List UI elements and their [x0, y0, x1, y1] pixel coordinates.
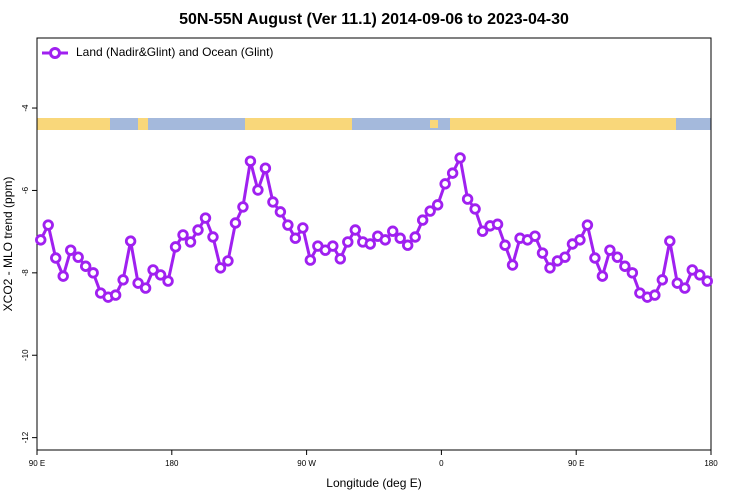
data-point [229, 217, 242, 229]
data-point [529, 230, 541, 242]
data-point [574, 234, 586, 246]
y-tick-label: -10 [21, 349, 30, 361]
data-point [214, 262, 227, 274]
data-point [409, 231, 421, 243]
data-point [671, 277, 684, 289]
data-point [139, 282, 152, 294]
legend-label: Land (Nadir&Glint) and Ocean (Glint) [76, 45, 273, 59]
data-point [304, 254, 317, 266]
data-point [57, 270, 69, 282]
data-point [589, 252, 601, 264]
y-tick-label: -6 [21, 186, 30, 194]
legend-marker [49, 47, 61, 59]
data-point [244, 155, 257, 167]
data-point [327, 240, 339, 252]
x-tick-label: 90 E [568, 459, 584, 468]
data-point [619, 260, 631, 272]
data-point [124, 235, 137, 247]
data-point [694, 269, 706, 281]
data-point [424, 205, 436, 217]
data-point [117, 274, 129, 286]
data-point [536, 247, 549, 259]
data-point [499, 239, 511, 251]
x-tick-label: 180 [165, 459, 179, 468]
data-point [132, 277, 144, 289]
data-point [199, 212, 212, 224]
data-point [274, 206, 287, 218]
y-axis-label: XCO2 - MLO trend (ppm) [1, 177, 15, 312]
data-point [289, 232, 302, 244]
data-point [544, 262, 556, 274]
data-point [79, 260, 92, 272]
data-point [416, 214, 429, 226]
chart-title: 50N-55N August (Ver 11.1) 2014-09-06 to … [179, 11, 569, 28]
data-point [656, 274, 669, 286]
data-point [454, 152, 466, 164]
data-point [207, 231, 219, 243]
data-point [439, 178, 451, 190]
data-point [72, 251, 84, 263]
data-point [154, 269, 167, 281]
data-point [177, 229, 189, 241]
data-point [42, 219, 54, 231]
data-point [604, 244, 616, 256]
data-point [267, 196, 279, 208]
data-point [64, 244, 77, 256]
x-axis-label: Longitude (deg E) [326, 476, 421, 490]
data-point [664, 235, 676, 247]
data-point [169, 241, 182, 253]
data-point [364, 238, 376, 250]
y-tick-label: -4 [21, 104, 30, 112]
data-point [446, 167, 459, 179]
x-tick-label: 0 [439, 459, 444, 468]
data-point [506, 259, 519, 271]
x-tick-label: 90 W [297, 459, 316, 468]
data-point [679, 282, 691, 294]
data-point [109, 289, 122, 301]
y-tick-label: -8 [21, 269, 30, 277]
data-point [35, 234, 47, 246]
data-point [559, 251, 571, 263]
data-point [379, 234, 391, 246]
data-point [259, 162, 272, 174]
data-point [237, 201, 249, 213]
data-point [334, 253, 347, 265]
data-point [184, 236, 197, 248]
data-point [581, 219, 594, 231]
data-point [297, 222, 309, 234]
data-point [222, 255, 234, 267]
data-point [701, 275, 713, 287]
land-ocean-strip [37, 118, 711, 130]
data-point [147, 264, 159, 276]
data-point [461, 193, 474, 205]
x-tick-label: 90 E [29, 459, 45, 468]
y-tick-label: -12 [21, 431, 30, 443]
data-point [431, 199, 444, 211]
data-point [387, 225, 399, 237]
data-point [611, 251, 624, 263]
data-point [87, 267, 99, 279]
data-point [162, 275, 174, 287]
data-point [394, 232, 406, 244]
data-point [282, 219, 294, 231]
data-point [626, 267, 639, 279]
data-point [686, 264, 698, 276]
data-point [50, 252, 62, 264]
data-point [476, 225, 489, 237]
x-tick-label: 180 [704, 459, 718, 468]
data-point [491, 218, 504, 230]
data-point [252, 184, 264, 196]
data-point [192, 224, 204, 236]
data-point [649, 289, 661, 301]
data-point [349, 224, 361, 236]
data-point [342, 236, 354, 248]
data-point [596, 270, 609, 282]
data-point [402, 239, 414, 251]
data-point [469, 203, 481, 215]
